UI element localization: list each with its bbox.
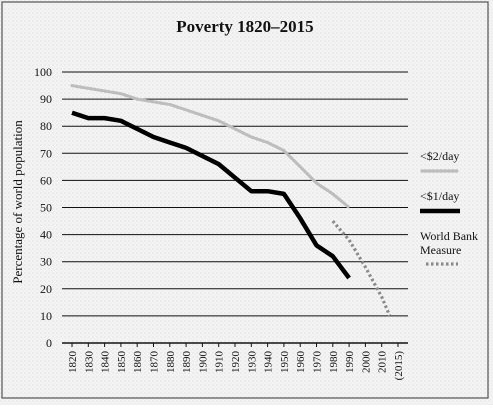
x-tick-label: 1910 [214, 351, 226, 374]
x-tick-label: 1950 [279, 351, 291, 374]
chart-title: Poverty 1820–2015 [176, 17, 313, 36]
x-tick-label: 1850 [116, 351, 128, 374]
x-tick-label: 1960 [295, 351, 307, 374]
x-tick-label: 1870 [149, 351, 161, 374]
x-tick-label: 1980 [328, 351, 340, 374]
x-tick-labels: 1820 1830 1840 1850 1860 1870 1880 1890 1900 1910… [67, 351, 405, 381]
x-tick-label: 1890 [181, 351, 193, 374]
x-tick-label: 1930 [246, 351, 258, 374]
y-tick-label: 100 [34, 65, 52, 79]
x-tick-label: 1900 [197, 351, 209, 374]
x-tick-label: 1990 [344, 351, 356, 374]
legend: <$2/day <$1/day World Bank Measure [420, 149, 478, 266]
series-line-0 [70, 83, 351, 210]
y-tick-label: 10 [40, 309, 52, 323]
x-tick-label: 1820 [67, 351, 79, 374]
x-tick-label: 1880 [165, 351, 177, 374]
y-tick-label: 20 [40, 282, 52, 296]
chart-border [1, 1, 489, 399]
x-tick-label: 1970 [312, 351, 324, 374]
y-tick-label: 80 [40, 119, 52, 133]
y-tick-labels: 0 10 20 30 40 50 60 70 80 90 100 [34, 65, 52, 350]
gridlines [62, 71, 408, 347]
y-tick-label: 30 [40, 255, 52, 269]
x-tick-label: 1830 [83, 351, 95, 374]
y-tick-label: 0 [46, 336, 52, 350]
legend-label: <$2/day [420, 149, 459, 163]
x-tick-label: 1860 [132, 351, 144, 374]
x-tick-label: (2015) [393, 351, 405, 381]
legend-label: World Bank Measure [420, 229, 478, 257]
y-tick-label: 70 [40, 146, 52, 160]
legend-label: <$1/day [420, 189, 459, 203]
x-tick-label: 1840 [100, 351, 112, 374]
data-series [70, 83, 392, 317]
y-tick-label: 40 [40, 228, 52, 242]
y-tick-label: 60 [40, 173, 52, 187]
x-tick-label: 2010 [377, 351, 389, 374]
x-tick-label: 2000 [360, 351, 372, 374]
series-line-2 [331, 220, 392, 317]
series-line-1 [71, 110, 351, 280]
y-tick-label: 90 [40, 92, 52, 106]
y-tick-label: 50 [40, 201, 52, 215]
y-axis-label: Percentage of world population [10, 120, 25, 284]
x-tick-label: 1920 [230, 351, 242, 374]
x-tick-label: 1940 [263, 351, 275, 374]
